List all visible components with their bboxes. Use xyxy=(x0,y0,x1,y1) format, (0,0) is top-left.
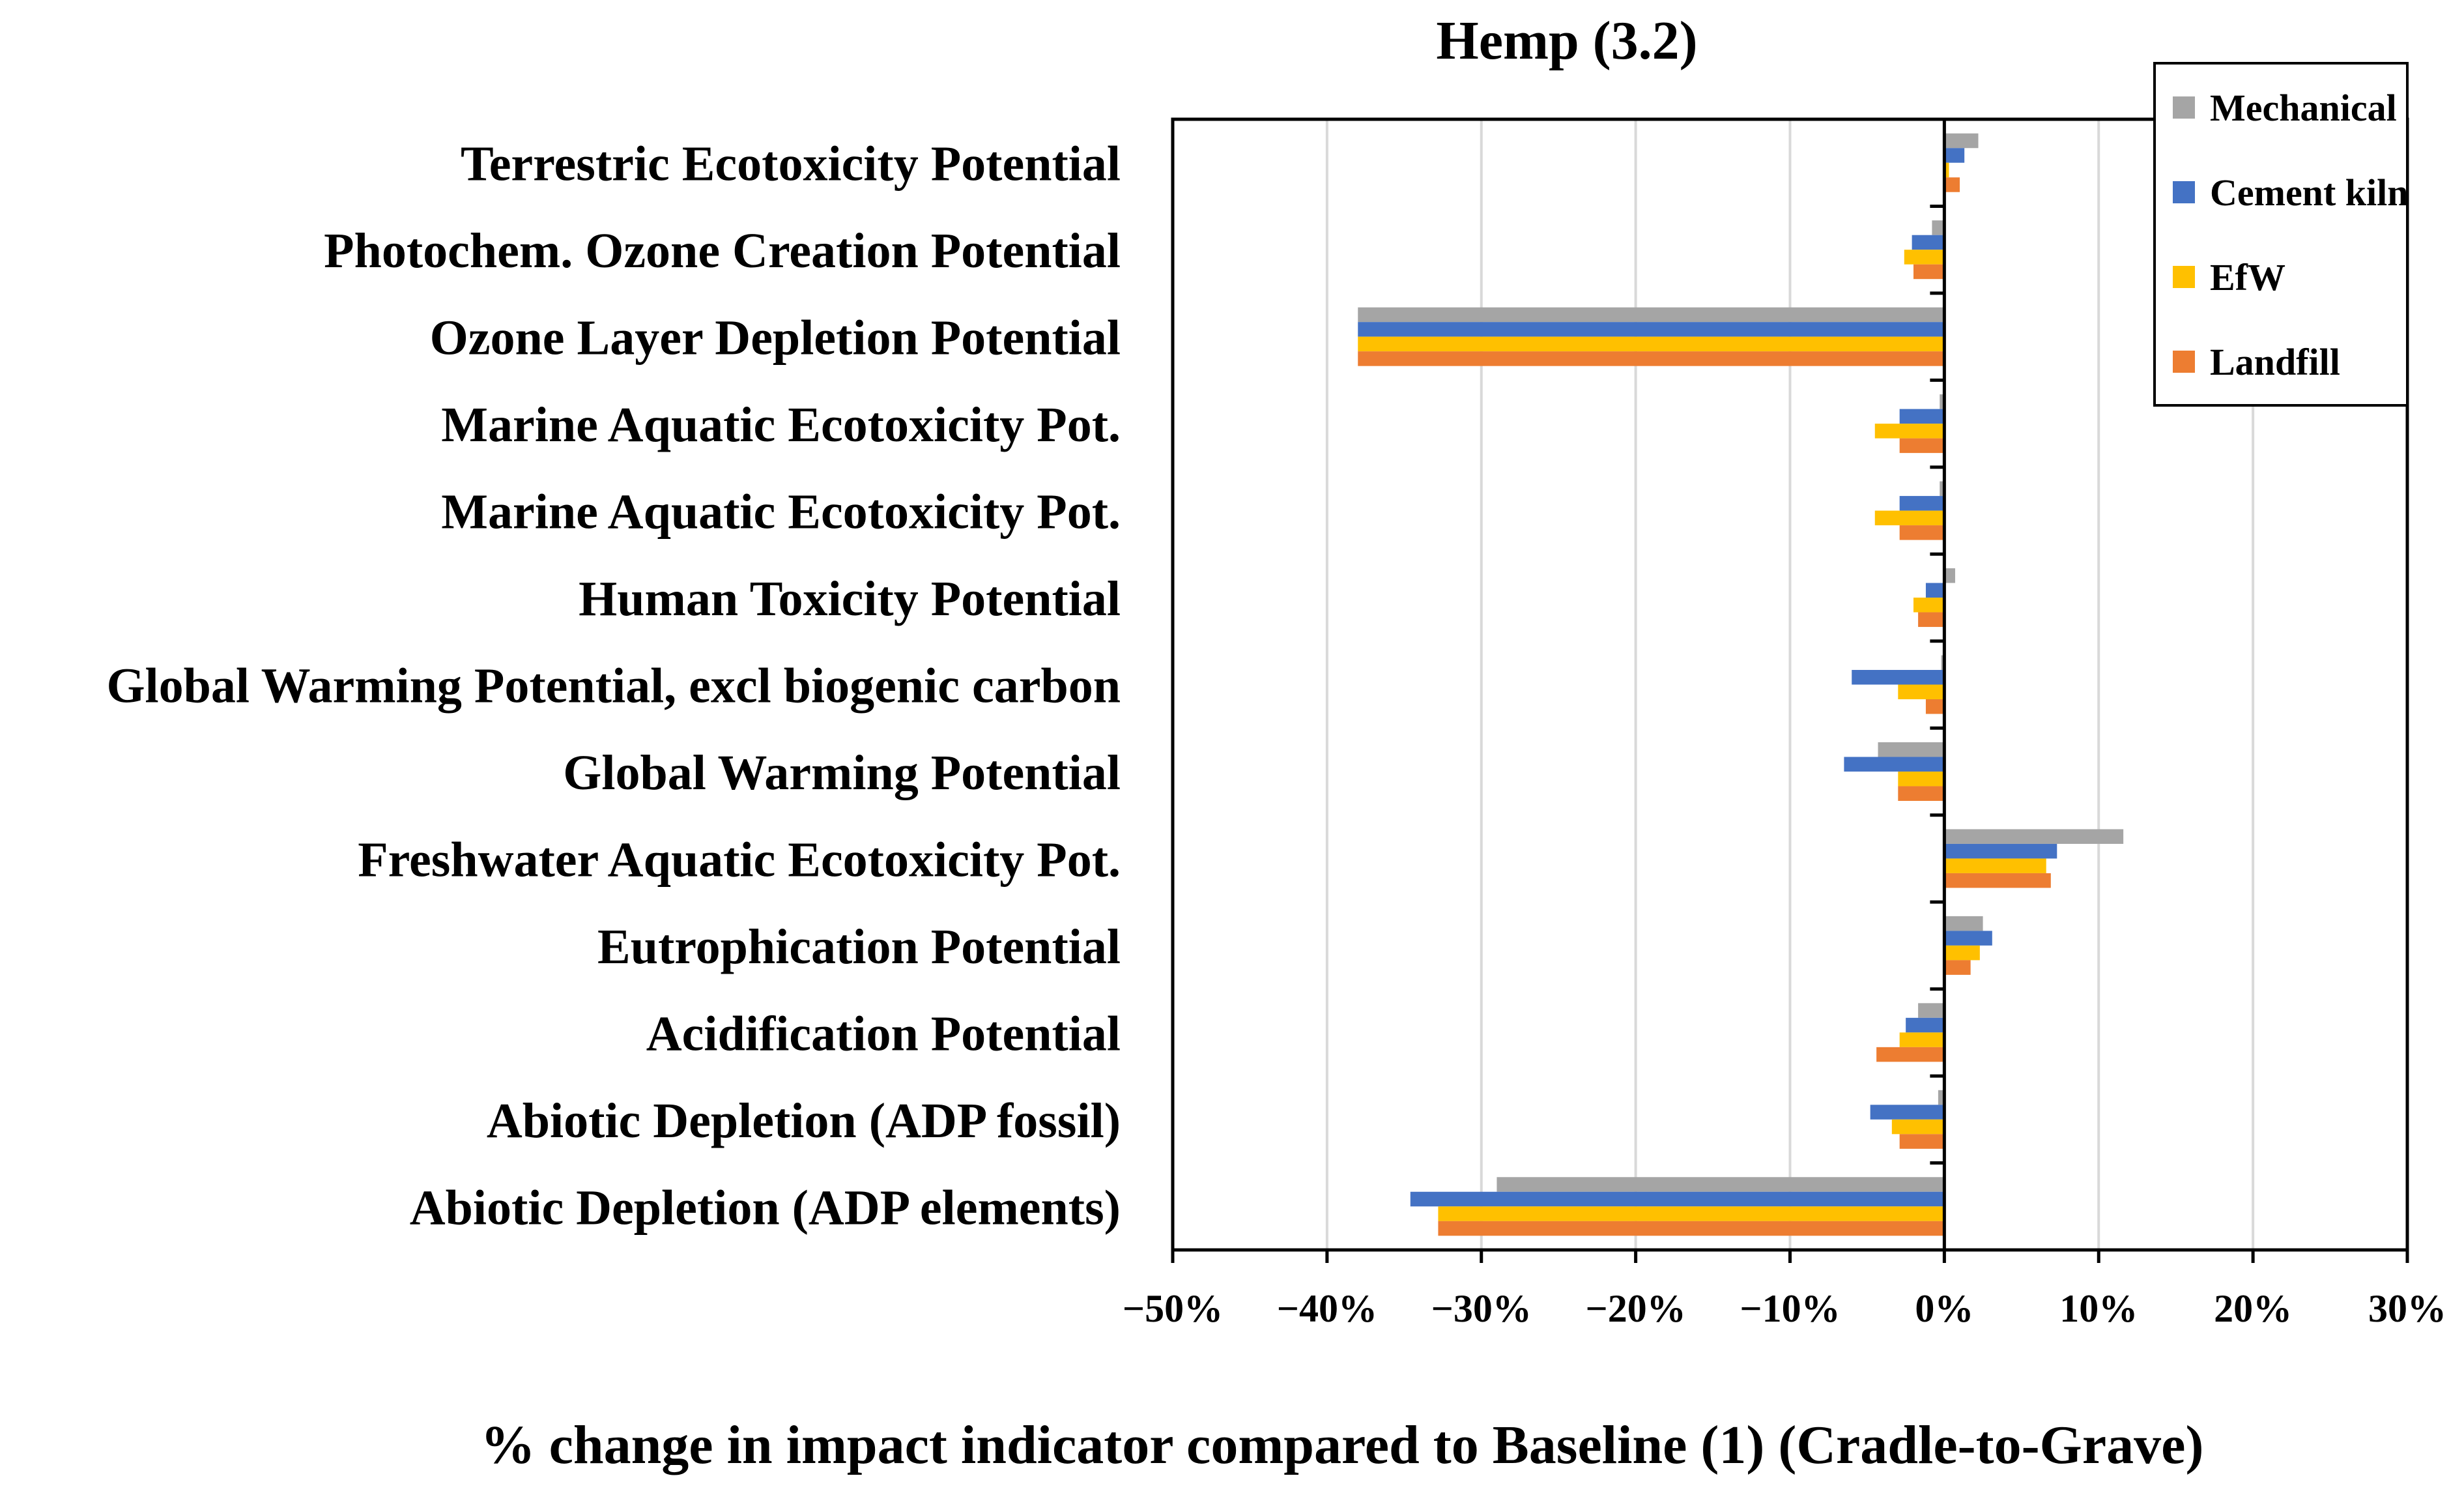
bar xyxy=(1899,409,1945,424)
legend-label: EfW xyxy=(2210,256,2285,298)
legend-box xyxy=(2153,62,2409,407)
bar xyxy=(1944,931,1992,946)
bar xyxy=(1898,771,1945,787)
legend-label: Landfill xyxy=(2210,341,2340,383)
bar xyxy=(1870,1105,1945,1120)
bar xyxy=(1874,510,1945,526)
x-tick-label: 20% xyxy=(2214,1287,2292,1330)
x-tick-label: 30% xyxy=(2368,1287,2446,1330)
category-label: Global Warming Potential, excl biogenic … xyxy=(106,659,1121,714)
category-labels: Terrestric Ecotoxicity Potential Photoche… xyxy=(106,137,1121,1236)
bar xyxy=(1944,960,1971,975)
legend-swatch xyxy=(2173,181,2195,203)
bar xyxy=(1906,1017,1945,1033)
bar xyxy=(1358,307,1945,323)
bar xyxy=(1944,133,1979,149)
bar xyxy=(1358,336,1945,352)
bar xyxy=(1918,1003,1945,1018)
category-label: Marine Aquatic Ecotoxicity Pot. xyxy=(441,485,1121,540)
bar xyxy=(1944,945,1980,961)
bar xyxy=(1940,481,1945,497)
bar xyxy=(1925,583,1945,598)
bar xyxy=(1913,264,1945,280)
x-tick-label: −50% xyxy=(1123,1287,1223,1330)
bar xyxy=(1899,525,1945,540)
bar xyxy=(1925,699,1945,714)
bar xyxy=(1876,1047,1945,1062)
bar xyxy=(1891,1119,1945,1135)
bar xyxy=(1944,843,2057,859)
bar xyxy=(1932,220,1945,235)
legend-label: Mechanical xyxy=(2210,87,2397,129)
category-label: Eutrophication Potential xyxy=(597,920,1121,974)
bar xyxy=(1874,424,1945,439)
category-label: Abiotic Depletion (ADP fossil) xyxy=(487,1094,1121,1148)
category-label: Photochem. Ozone Creation Potential xyxy=(324,224,1121,278)
bar xyxy=(1497,1177,1945,1192)
x-tick-label: 10% xyxy=(2059,1287,2138,1330)
category-label: Human Toxicity Potential xyxy=(579,572,1121,626)
bar xyxy=(1410,1191,1945,1207)
bar xyxy=(1899,1134,1945,1149)
bar xyxy=(1899,438,1945,454)
x-tick-label: −20% xyxy=(1586,1287,1686,1330)
bar xyxy=(1899,1032,1945,1047)
y-axis xyxy=(1930,119,1946,1250)
bar xyxy=(1944,829,2124,844)
bar xyxy=(1898,786,1945,801)
legend-label: Cement kiln xyxy=(2210,171,2409,214)
chart-title: Hemp (3.2) xyxy=(1436,10,1697,71)
x-tick-label: −30% xyxy=(1431,1287,1532,1330)
legend-swatch xyxy=(2173,266,2195,288)
x-tick-labels: −50% −40% −30% −20% −10% 0% 10% 20% 30% xyxy=(1123,1250,2446,1330)
legend: Mechanical Cement kiln EfW Landfill xyxy=(2153,62,2409,407)
bars xyxy=(1358,133,2124,1236)
bar xyxy=(1944,568,1955,583)
x-axis-label: % change in impact indicator compared to… xyxy=(481,1415,2204,1475)
bar xyxy=(1358,322,1945,337)
category-label: Acidification Potential xyxy=(646,1006,1121,1061)
x-tick-label: −10% xyxy=(1740,1287,1840,1330)
bar xyxy=(1944,162,1949,178)
category-label: Ozone Layer Depletion Potential xyxy=(430,311,1121,366)
bar xyxy=(1912,235,1945,250)
bar xyxy=(1944,916,1983,931)
bar xyxy=(1944,873,2051,888)
gridlines xyxy=(1325,119,2255,1250)
bar xyxy=(1944,858,2046,873)
bar xyxy=(1438,1206,1945,1221)
legend-swatch xyxy=(2173,96,2195,119)
bar xyxy=(1913,598,1945,613)
x-tick-label: −40% xyxy=(1277,1287,1377,1330)
bar xyxy=(1844,757,1945,772)
bar xyxy=(1938,1090,1945,1105)
bar xyxy=(1940,394,1945,409)
category-label: Global Warming Potential xyxy=(563,746,1121,800)
bar xyxy=(1852,670,1945,685)
bar xyxy=(1944,177,1960,192)
bar xyxy=(1898,684,1945,699)
category-label: Freshwater Aquatic Ecotoxicity Pot. xyxy=(358,832,1121,887)
legend-swatch xyxy=(2173,351,2195,373)
bar xyxy=(1918,612,1945,628)
bar xyxy=(1904,250,1945,265)
x-tick-label: 0% xyxy=(1915,1287,1973,1330)
category-label: Abiotic Depletion (ADP elements) xyxy=(410,1180,1121,1235)
category-label: Terrestric Ecotoxicity Potential xyxy=(461,137,1121,192)
bar xyxy=(1878,742,1945,757)
bar xyxy=(1899,496,1945,511)
category-label: Marine Aquatic Ecotoxicity Pot. xyxy=(441,398,1121,452)
bar xyxy=(1944,148,1965,163)
bar xyxy=(1358,351,1945,366)
bar xyxy=(1438,1221,1945,1236)
